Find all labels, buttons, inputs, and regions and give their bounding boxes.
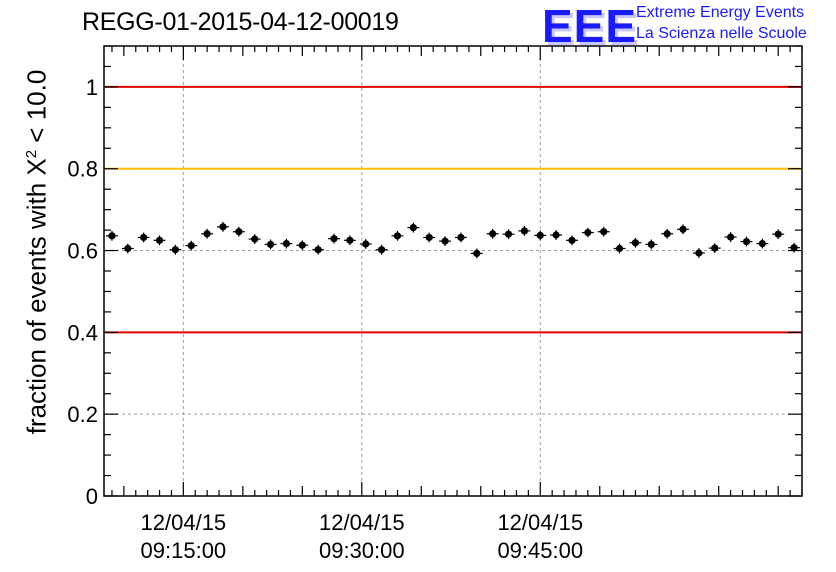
data-point [774, 230, 782, 238]
data-point [536, 231, 544, 240]
data-point [615, 244, 624, 253]
data-point [314, 246, 322, 254]
data-point [600, 228, 608, 236]
data-point [647, 240, 655, 249]
data-point [584, 228, 592, 237]
data-point [140, 233, 148, 242]
data-point [679, 225, 687, 233]
logo-line-2: La Scienza nelle Scuole [636, 25, 807, 42]
data-point [695, 249, 703, 257]
y-tick-label: 0.8 [67, 157, 98, 182]
data-point [282, 239, 291, 248]
data-point [758, 239, 766, 248]
data-point [568, 236, 576, 244]
data-point [393, 232, 402, 240]
data-point [711, 244, 719, 252]
data-point [742, 237, 751, 246]
x-tick-label-date: 12/04/15 [141, 510, 227, 535]
data-point [457, 233, 465, 242]
data-point [378, 246, 386, 254]
data-point [155, 236, 164, 244]
x-tick-label-date: 12/04/15 [319, 510, 405, 535]
logo-mark: EEE [542, 0, 638, 52]
data-point [489, 230, 497, 238]
data-point [520, 227, 528, 235]
data-point [298, 241, 306, 249]
x-tick-label-time: 09:15:00 [141, 538, 227, 563]
data-point [663, 230, 671, 238]
y-tick-label: 0.2 [67, 402, 98, 427]
data-point [187, 242, 195, 250]
eee-logo: EEE Extreme Energy Events La Scienza nel… [542, 0, 832, 52]
x-tick-label-time: 09:45:00 [497, 538, 583, 563]
data-point [108, 232, 116, 240]
data-point [203, 230, 211, 238]
chart-title: REGG-01-2015-04-12-00019 [82, 8, 399, 36]
data-point [235, 228, 243, 236]
data-point [266, 240, 275, 249]
logo-line-1: Extreme Energy Events [636, 4, 805, 21]
data-point [425, 233, 433, 242]
data-point [171, 246, 179, 254]
data-point [219, 223, 227, 231]
data-point [330, 235, 338, 243]
x-tick-label-date: 12/04/15 [497, 510, 583, 535]
data-point [631, 239, 640, 247]
data-point [124, 244, 132, 253]
y-tick-label: 0.4 [67, 320, 98, 345]
data-point [251, 235, 259, 243]
data-point [362, 240, 370, 248]
data-point [790, 244, 798, 252]
y-tick-label: 1 [86, 75, 98, 100]
plot-frame [103, 45, 803, 497]
data-point [727, 233, 735, 241]
y-tick-label: 0.6 [67, 239, 98, 264]
data-point [441, 237, 449, 245]
data-point [552, 231, 560, 239]
data-point [504, 230, 513, 238]
x-tick-label-time: 09:30:00 [319, 538, 405, 563]
data-point [346, 236, 354, 244]
y-tick-label: 0 [86, 484, 98, 509]
data-point [409, 224, 417, 232]
data-point [473, 249, 481, 258]
